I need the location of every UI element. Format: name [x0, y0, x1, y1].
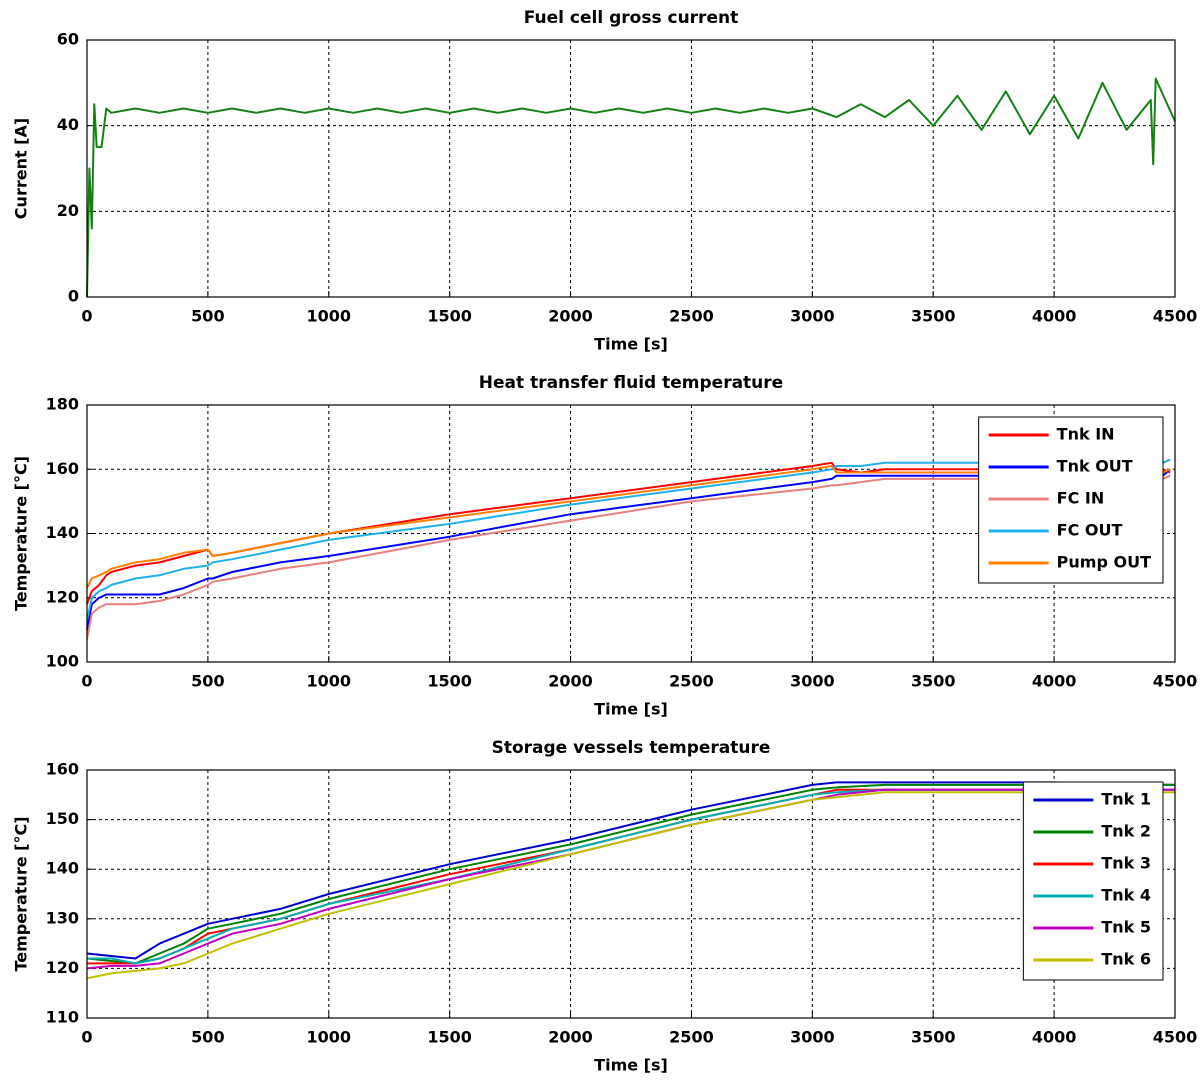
x-tick-label: 1500	[427, 672, 472, 691]
x-axis-label: Time [s]	[594, 700, 668, 719]
y-axis-label: Temperature [°C]	[12, 816, 31, 971]
x-tick-label: 2000	[548, 307, 593, 326]
data-line	[86, 77, 1176, 298]
x-tick-label: 4500	[1153, 307, 1198, 326]
y-axis-label: Temperature [°C]	[12, 456, 31, 611]
y-tick-label: 160	[46, 459, 79, 478]
x-tick-label: 3000	[790, 672, 835, 691]
data-line	[86, 788, 1175, 970]
x-tick-label: 2500	[669, 307, 714, 326]
x-tick-label: 2000	[548, 672, 593, 691]
x-tick-label: 0	[81, 1028, 92, 1047]
x-tick-label: 500	[191, 672, 224, 691]
y-tick-label: 150	[46, 809, 79, 828]
y-tick-label: 130	[46, 908, 79, 927]
legend-label: Tnk 6	[1101, 950, 1151, 969]
axes-frame	[86, 769, 1176, 1019]
x-tick-label: 4000	[1032, 307, 1077, 326]
x-tick-label: 0	[81, 672, 92, 691]
x-tick-label: 0	[81, 307, 92, 326]
y-tick-label: 110	[46, 1008, 79, 1027]
y-tick-label: 0	[68, 287, 79, 306]
y-tick-label: 40	[57, 115, 79, 134]
y-tick-label: 120	[46, 587, 79, 606]
x-tick-label: 1000	[307, 672, 352, 691]
plot-area	[87, 40, 1175, 297]
legend-label: Pump OUT	[1057, 553, 1151, 572]
x-tick-label: 2500	[669, 672, 714, 691]
x-axis-label: Time [s]	[594, 335, 668, 354]
axes-frame	[86, 404, 1176, 663]
plot-area	[87, 770, 1175, 1018]
y-tick-label: 120	[46, 958, 79, 977]
x-tick-label: 1000	[307, 307, 352, 326]
data-line	[86, 474, 1171, 640]
legend-label: Tnk IN	[1057, 425, 1115, 444]
x-tick-label: 500	[191, 1028, 224, 1047]
chart-title: Storage vessels temperature	[492, 738, 771, 758]
x-tick-label: 3000	[790, 1028, 835, 1047]
data-line	[86, 468, 1171, 631]
legend-label: Tnk 4	[1101, 886, 1151, 905]
legend-label: FC OUT	[1057, 521, 1123, 540]
data-line	[86, 783, 1175, 965]
data-line	[86, 465, 1171, 589]
y-tick-label: 140	[46, 859, 79, 878]
x-tick-label: 2500	[669, 1028, 714, 1047]
x-tick-label: 500	[191, 307, 224, 326]
y-tick-label: 160	[46, 760, 79, 779]
y-tick-label: 20	[57, 201, 79, 220]
legend: Tnk 1 Tnk 2 Tnk 3 Tnk 4 Tnk 5 Tnk 6	[1022, 781, 1164, 981]
y-tick-label: 100	[46, 652, 79, 671]
x-tick-label: 3500	[911, 307, 956, 326]
x-tick-label: 3500	[911, 1028, 956, 1047]
y-tick-label: 140	[46, 523, 79, 542]
x-tick-label: 1500	[427, 1028, 472, 1047]
legend-label: Tnk 3	[1101, 854, 1151, 873]
axes-frame	[86, 39, 1176, 298]
x-axis-label: Time [s]	[594, 1056, 668, 1075]
x-tick-label: 4000	[1032, 672, 1077, 691]
legend-label: Tnk 5	[1101, 918, 1151, 937]
chart-title: Heat transfer fluid temperature	[479, 373, 783, 393]
legend-label: Tnk 2	[1101, 822, 1151, 841]
x-tick-label: 4000	[1032, 1028, 1077, 1047]
y-axis-label: Current [A]	[12, 118, 31, 219]
y-tick-label: 60	[57, 30, 79, 49]
legend-label: Tnk OUT	[1057, 457, 1133, 476]
y-tick-label: 180	[46, 395, 79, 414]
legend-label: FC IN	[1057, 489, 1105, 508]
legend-label: Tnk 1	[1101, 790, 1151, 809]
x-tick-label: 3500	[911, 672, 956, 691]
x-tick-label: 1000	[307, 1028, 352, 1047]
x-tick-label: 4500	[1153, 672, 1198, 691]
data-line	[86, 791, 1175, 980]
data-line	[86, 781, 1176, 960]
x-tick-label: 4500	[1153, 1028, 1198, 1047]
x-tick-label: 3000	[790, 307, 835, 326]
x-tick-label: 2000	[548, 1028, 593, 1047]
legend: Tnk IN Tnk OUT FC IN FC OUT Pump OUT	[978, 416, 1164, 584]
chart-title: Fuel cell gross current	[524, 8, 738, 28]
x-tick-label: 1500	[427, 307, 472, 326]
data-line	[86, 458, 1171, 621]
legend-box	[1022, 781, 1164, 981]
